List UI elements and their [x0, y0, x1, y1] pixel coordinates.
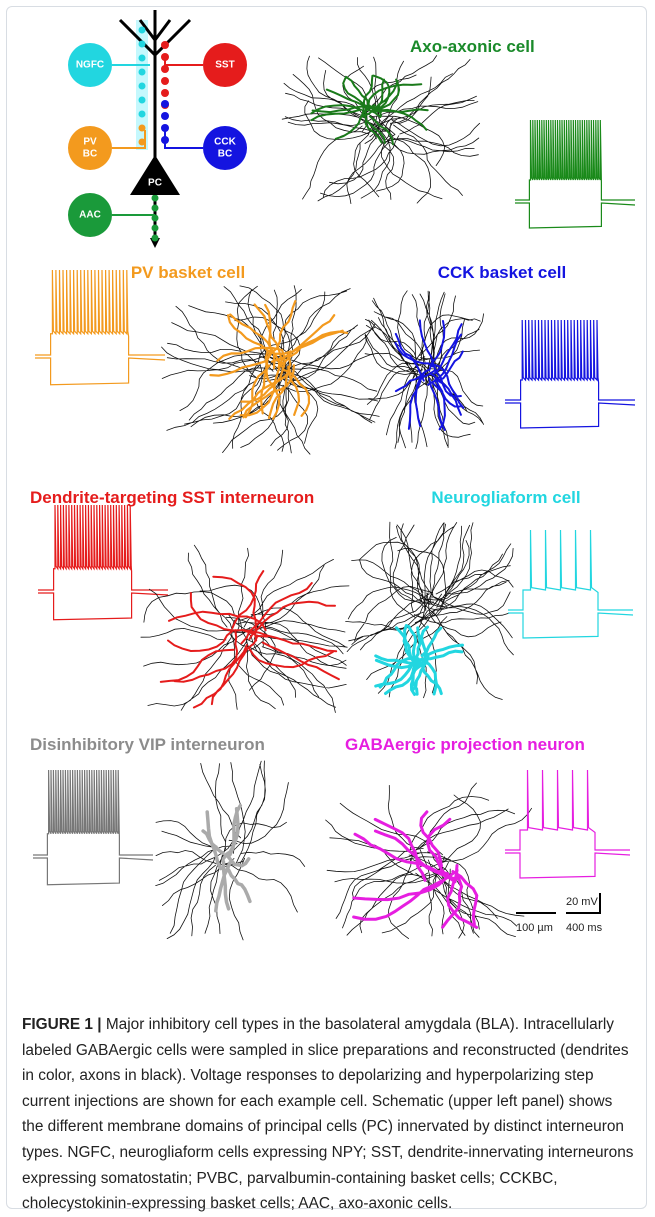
bouton	[152, 235, 159, 242]
panel-title: Axo-axonic cell	[410, 37, 535, 56]
bouton	[161, 41, 169, 49]
node-label: BC	[218, 149, 232, 160]
voltage-trace	[508, 530, 633, 638]
bouton	[139, 55, 146, 62]
bouton	[161, 65, 169, 73]
neuron	[161, 571, 339, 707]
bouton	[161, 77, 169, 85]
neuron	[210, 301, 347, 419]
bouton	[152, 195, 159, 202]
panel-title: Dendrite-targeting SST interneuron	[30, 488, 314, 507]
neuron	[346, 522, 514, 699]
bouton	[161, 53, 169, 61]
bouton	[139, 139, 146, 146]
voltage-trace	[33, 770, 153, 885]
connector	[165, 55, 203, 65]
bouton	[152, 215, 159, 222]
neuron	[311, 76, 427, 145]
neuron	[141, 545, 349, 712]
panel-title: Neurogliaform cell	[431, 488, 580, 507]
node-label: NGFC	[76, 60, 104, 71]
scale-label: 400 ms	[566, 922, 603, 934]
bouton	[161, 100, 169, 108]
bouton	[161, 89, 169, 97]
voltage-trace	[35, 270, 165, 385]
neuron	[326, 783, 532, 939]
bouton	[161, 136, 169, 144]
node-label: PV	[83, 137, 97, 148]
scale-label: 20 mV	[566, 896, 598, 908]
panel-title: PV basket cell	[131, 263, 245, 282]
caption-label: FIGURE 1 |	[22, 1016, 102, 1033]
caption: FIGURE 1 | Major inhibitory cell types i…	[22, 1012, 634, 1217]
panel-title: CCK basket cell	[438, 263, 567, 282]
node-label: SST	[215, 60, 234, 71]
node-label: AAC	[79, 210, 101, 221]
page: NGFCSSTPVBCCCKBCAACPC Axo-axonic cell PV…	[0, 0, 655, 1217]
node-label: CCK	[214, 137, 236, 148]
bouton	[161, 112, 169, 120]
voltage-trace	[505, 770, 630, 878]
bouton	[139, 41, 146, 48]
bouton	[161, 124, 169, 132]
panel-title: GABAergic projection neuron	[345, 735, 585, 754]
soma	[130, 155, 180, 195]
bouton	[139, 97, 146, 104]
voltage-trace	[515, 120, 635, 228]
bouton	[139, 83, 146, 90]
bouton	[152, 205, 159, 212]
voltage-trace	[505, 320, 635, 428]
panel-title: Disinhibitory VIP interneuron	[30, 735, 265, 754]
neuron	[365, 291, 484, 449]
node-label: BC	[83, 149, 97, 160]
neuron	[162, 286, 380, 455]
voltage-trace	[38, 505, 168, 620]
bouton	[139, 111, 146, 118]
caption-text: Major inhibitory cell types in the basol…	[22, 1016, 633, 1212]
connector	[165, 130, 203, 148]
node-label: PC	[148, 178, 162, 189]
bouton	[139, 69, 146, 76]
bouton	[152, 225, 159, 232]
scale-label: 100 µm	[516, 922, 553, 934]
bouton	[139, 27, 146, 34]
bouton	[139, 125, 146, 132]
